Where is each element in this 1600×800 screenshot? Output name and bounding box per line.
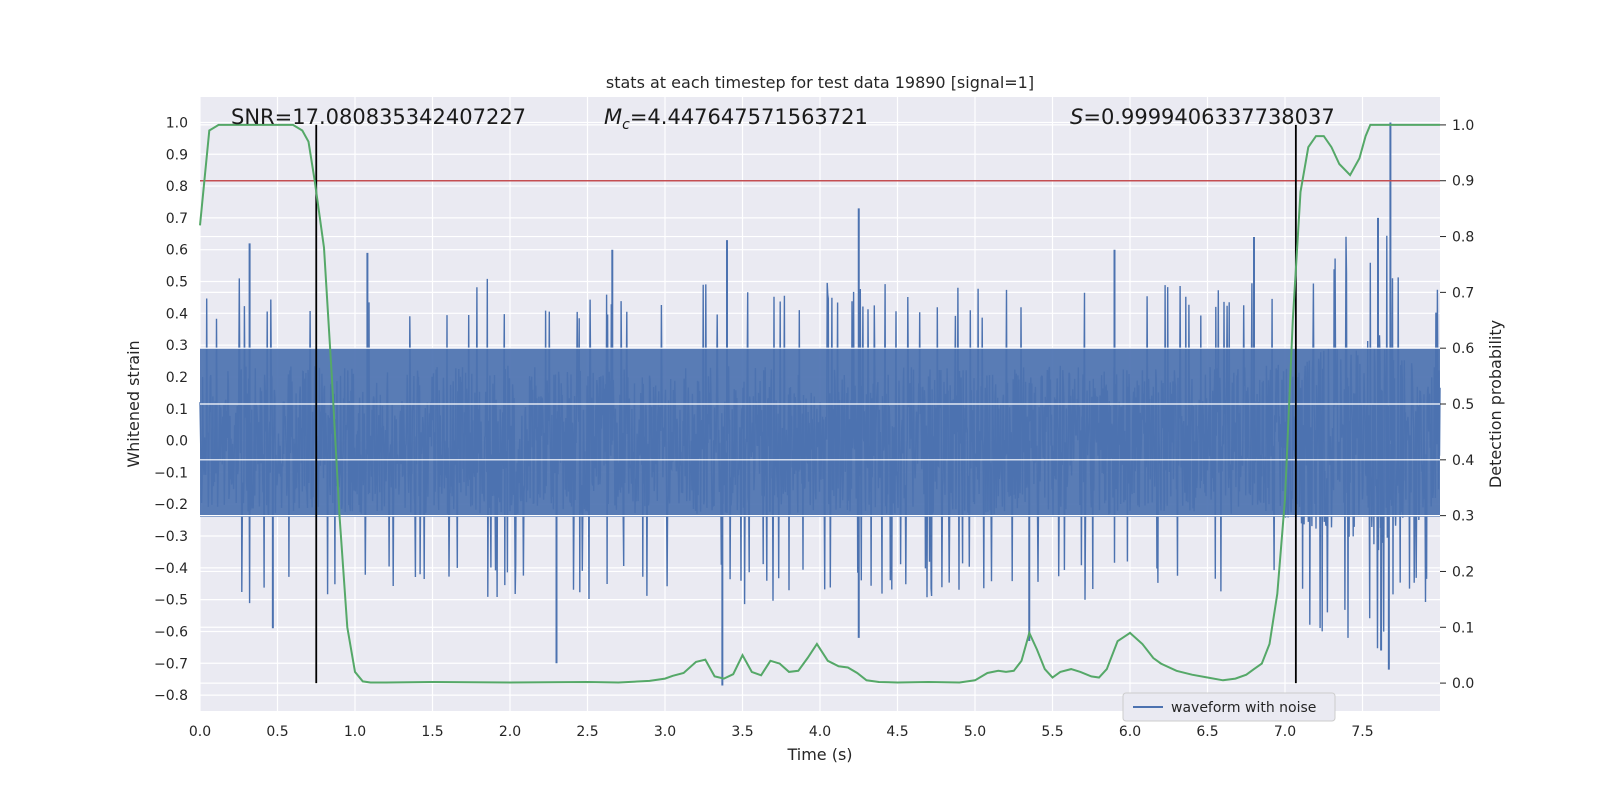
- y-left-tick-label: 0.4: [166, 306, 188, 322]
- x-tick-label: 5.0: [964, 724, 986, 740]
- y-left-tick-label: −0.2: [154, 497, 188, 513]
- x-tick-label: 0.0: [189, 724, 211, 740]
- waveform-core: [200, 348, 1440, 517]
- y-right-tick-label: 1.0: [1452, 118, 1474, 134]
- x-axis-label: Time (s): [786, 745, 852, 764]
- y-left-tick-label: 1.0: [166, 115, 188, 131]
- y-left-tick-label: 0.8: [166, 179, 188, 195]
- x-tick-label: 7.5: [1351, 724, 1373, 740]
- y-right-tick-label: 0.2: [1452, 564, 1474, 580]
- x-tick-label: 6.5: [1196, 724, 1218, 740]
- x-tick-label: 6.0: [1119, 724, 1141, 740]
- chart-title: stats at each timestep for test data 198…: [606, 73, 1034, 92]
- y-left-tick-label: −0.6: [154, 624, 188, 640]
- x-axis-ticks: 0.0 0.5 1.0 1.5 2.0 2.5 3.0 3.5 4.0 4.5 5.0 5.5 6.0 6…: [189, 724, 1374, 740]
- y-right-tick-label: 0.6: [1452, 341, 1474, 357]
- legend-entry: waveform with noise: [1171, 700, 1316, 716]
- y-left-tick-label: 0.2: [166, 370, 188, 386]
- y-left-tick-label: 0.0: [166, 434, 188, 450]
- y-left-tick-label: 0.7: [166, 211, 188, 227]
- y-left-tick-label: 0.3: [166, 338, 188, 354]
- chirp-mass-annotation: Mc=4.447647571563721: [604, 105, 868, 133]
- chirp-mass-subscript: c: [622, 117, 630, 133]
- snr-annotation: SNR=17.080835342407227: [231, 105, 526, 129]
- chirp-mass-symbol: M: [604, 105, 622, 129]
- score-symbol: S: [1070, 105, 1083, 129]
- x-tick-label: 5.5: [1041, 724, 1063, 740]
- x-tick-label: 4.0: [809, 724, 831, 740]
- score-annotation: S=0.9999406337738037: [1070, 105, 1335, 129]
- y-axis-right-ticks: 1.0 0.9 0.8 0.7 0.6 0.5 0.4 0.3 0.2 0.1 0.0: [1440, 118, 1474, 692]
- y-left-tick-label: −0.7: [154, 656, 188, 672]
- y-right-tick-label: 0.5: [1452, 397, 1474, 413]
- y-axis-right-label: Detection probability: [1486, 320, 1505, 488]
- chirp-mass-value: =4.447647571563721: [630, 105, 868, 129]
- y-left-tick-label: −0.5: [154, 593, 188, 609]
- score-value: =0.9999406337738037: [1083, 105, 1334, 129]
- y-left-tick-label: −0.1: [154, 465, 188, 481]
- legend: waveform with noise: [1122, 692, 1336, 722]
- y-right-tick-label: 0.7: [1452, 285, 1474, 301]
- x-tick-label: 2.5: [576, 724, 598, 740]
- y-left-tick-label: −0.8: [154, 688, 188, 704]
- y-axis-left-ticks: 1.0 0.9 0.8 0.7 0.6 0.5 0.4 0.3 0.2 0.1 0.0 −0.1 −0.…: [154, 115, 188, 704]
- y-right-tick-label: 0.3: [1452, 509, 1474, 525]
- x-tick-label: 0.5: [266, 724, 288, 740]
- x-tick-label: 3.5: [731, 724, 753, 740]
- y-right-tick-label: 0.1: [1452, 620, 1474, 636]
- waveform-series: [199, 122, 1441, 686]
- x-tick-label: 1.5: [421, 724, 443, 740]
- x-tick-label: 2.0: [499, 724, 521, 740]
- detection-probability-series: [199, 123, 1440, 684]
- y-right-tick-label: 0.0: [1452, 676, 1474, 692]
- y-axis-left-label: Whitened strain: [124, 340, 143, 467]
- y-left-tick-label: 0.1: [166, 402, 188, 418]
- y-right-tick-label: 0.4: [1452, 453, 1474, 469]
- x-tick-label: 4.5: [886, 724, 908, 740]
- x-tick-label: 7.0: [1274, 724, 1296, 740]
- y-left-tick-label: 0.5: [166, 275, 188, 291]
- y-right-tick-label: 0.8: [1452, 230, 1474, 246]
- x-tick-label: 1.0: [344, 724, 366, 740]
- x-tick-label: 3.0: [654, 724, 676, 740]
- y-left-tick-label: −0.3: [154, 529, 188, 545]
- y-left-tick-label: −0.4: [154, 561, 188, 577]
- legend-box: [1122, 692, 1336, 722]
- y-left-tick-label: 0.6: [166, 243, 188, 259]
- vertical-markers: [315, 124, 1297, 684]
- y-left-tick-label: 0.9: [166, 147, 188, 163]
- y-right-tick-label: 0.9: [1452, 174, 1474, 190]
